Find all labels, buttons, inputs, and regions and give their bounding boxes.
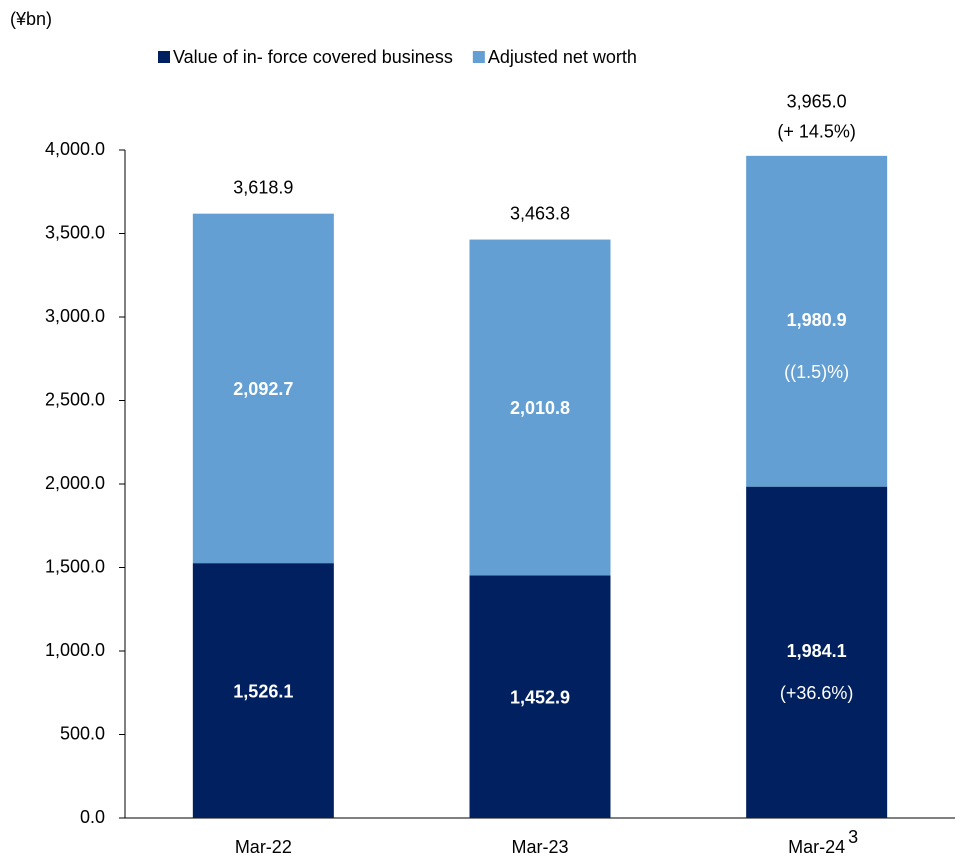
bar-segment: [746, 155, 888, 487]
x-tick-label: Mar-23: [511, 837, 568, 857]
bar-segment: [192, 213, 334, 564]
x-tick-label: Mar-22: [235, 837, 292, 857]
y-tick-label: 1,500.0: [45, 556, 105, 576]
y-tick-label: 0.0: [80, 807, 105, 827]
value-label: 1,452.9: [510, 687, 570, 707]
y-tick-label: 2,000.0: [45, 473, 105, 493]
bar-segment: [192, 563, 334, 818]
legend-swatch: [158, 51, 170, 63]
total-change-label: (+ 14.5%): [777, 122, 856, 142]
value-label: 2,010.8: [510, 398, 570, 418]
y-tick-label: 500.0: [60, 723, 105, 743]
value-label: 1,980.9: [787, 310, 847, 330]
value-label: 1,526.1: [233, 681, 293, 701]
y-tick-label: 2,500.0: [45, 389, 105, 409]
bar-segment: [469, 575, 611, 818]
category-superscript: 3: [848, 827, 858, 847]
bar-segment: [746, 486, 888, 818]
y-tick-label: 4,000.0: [45, 139, 105, 159]
legend-label: Value of in- force covered business: [173, 47, 453, 67]
total-label: 3,618.9: [233, 177, 293, 197]
unit-label: (¥bn): [10, 9, 52, 29]
change-label: (+36.6%): [780, 683, 854, 703]
y-tick-label: 3,000.0: [45, 306, 105, 326]
total-label: 3,965.0: [787, 92, 847, 112]
legend-swatch: [472, 51, 485, 63]
change-label: ((1.5)%): [784, 362, 849, 382]
bar-segment: [469, 239, 611, 576]
y-tick-label: 3,500.0: [45, 222, 105, 242]
x-tick-label: Mar-24: [788, 837, 845, 857]
legend-label: Adjusted net worth: [488, 47, 637, 67]
y-tick-label: 1,000.0: [45, 640, 105, 660]
value-label: 1,984.1: [787, 641, 847, 661]
value-label: 2,092.7: [233, 379, 293, 399]
total-label: 3,463.8: [510, 203, 570, 223]
